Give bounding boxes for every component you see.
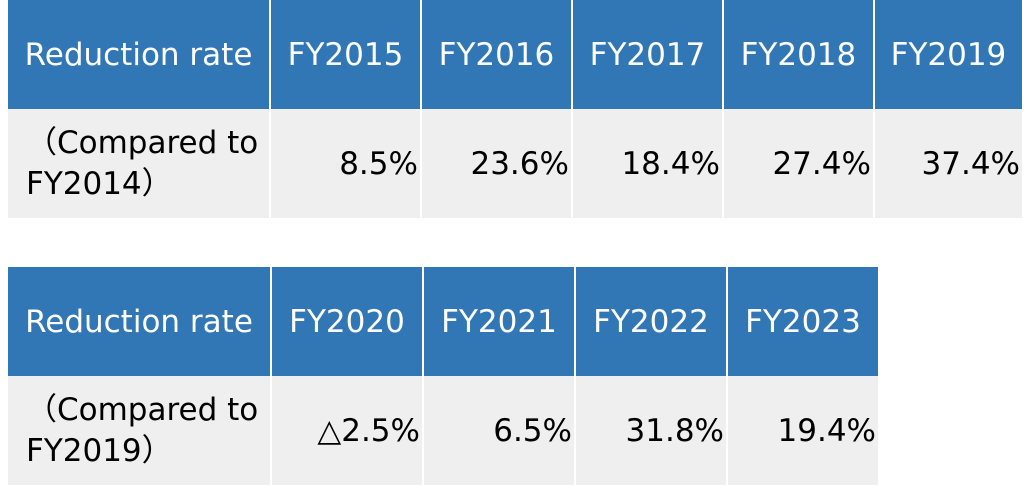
value-fy2021: 6.5% <box>424 376 574 485</box>
row-label: （Compared to FY2019） <box>8 376 270 485</box>
row-label-line1: （Compared to <box>26 391 259 428</box>
value-fy2016: 23.6% <box>421 109 571 218</box>
year-fy2016: FY2016 <box>421 0 571 109</box>
reduction-rate-table-fy2020-2023: Reduction rate FY2020 FY2021 FY2022 FY20… <box>6 267 880 485</box>
year-fy2015: FY2015 <box>270 0 420 109</box>
value-fy2019: 37.4% <box>874 109 1022 218</box>
header-label: Reduction rate <box>8 267 270 376</box>
value-fy2018: 27.4% <box>723 109 873 218</box>
header-row: Reduction rate FY2020 FY2021 FY2022 FY20… <box>8 267 878 376</box>
year-fy2021: FY2021 <box>424 267 574 376</box>
row-label-line2: FY2014） <box>26 165 173 202</box>
value-row: （Compared to FY2019） △2.5% 6.5% 31.8% 19… <box>8 376 878 485</box>
value-fy2015: 8.5% <box>270 109 420 218</box>
value-fy2017: 18.4% <box>572 109 722 218</box>
year-fy2020: FY2020 <box>272 267 422 376</box>
value-fy2023: 19.4% <box>728 376 878 485</box>
year-fy2019: FY2019 <box>874 0 1022 109</box>
year-fy2023: FY2023 <box>728 267 878 376</box>
value-row: （Compared to FY2014） 8.5% 23.6% 18.4% 27… <box>8 109 1022 218</box>
value-fy2022: 31.8% <box>576 376 726 485</box>
year-fy2022: FY2022 <box>576 267 726 376</box>
year-fy2017: FY2017 <box>572 0 722 109</box>
row-label-line2: FY2019） <box>26 432 173 469</box>
value-fy2020: △2.5% <box>272 376 422 485</box>
header-label: Reduction rate <box>8 0 269 109</box>
reduction-rate-table-fy2015-2019: Reduction rate FY2015 FY2016 FY2017 FY20… <box>6 0 1024 218</box>
year-fy2018: FY2018 <box>723 0 873 109</box>
row-label-line1: （Compared to <box>26 124 259 161</box>
header-row: Reduction rate FY2015 FY2016 FY2017 FY20… <box>8 0 1022 109</box>
row-label: （Compared to FY2014） <box>8 109 269 218</box>
